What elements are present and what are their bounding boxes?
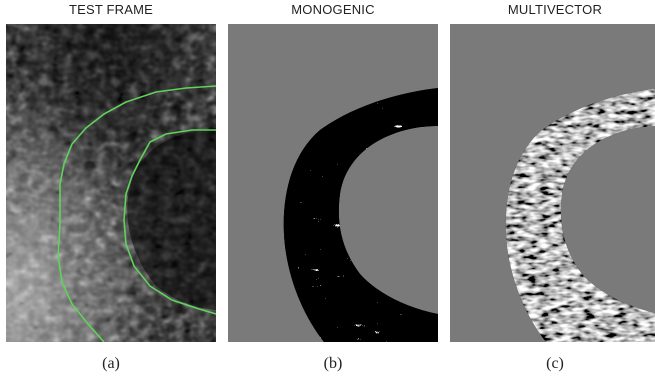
panel-a-title: TEST FRAME [68,2,154,17]
test-frame-svg [6,24,216,342]
test-frame-image [6,24,216,342]
monogenic-image [228,24,438,342]
panel-c-title: MULTIVECTOR [507,2,603,17]
panel-b-caption: (b) [323,355,343,372]
monogenic-svg [228,24,438,342]
inner-contour [123,129,216,315]
outer-contour [57,85,216,342]
panel-a-caption: (a) [102,355,120,372]
multivector-svg [450,24,655,342]
multivector-image [450,24,655,342]
panel-c-caption: (c) [546,355,564,372]
panel-b-title: MONOGENIC [291,2,375,17]
